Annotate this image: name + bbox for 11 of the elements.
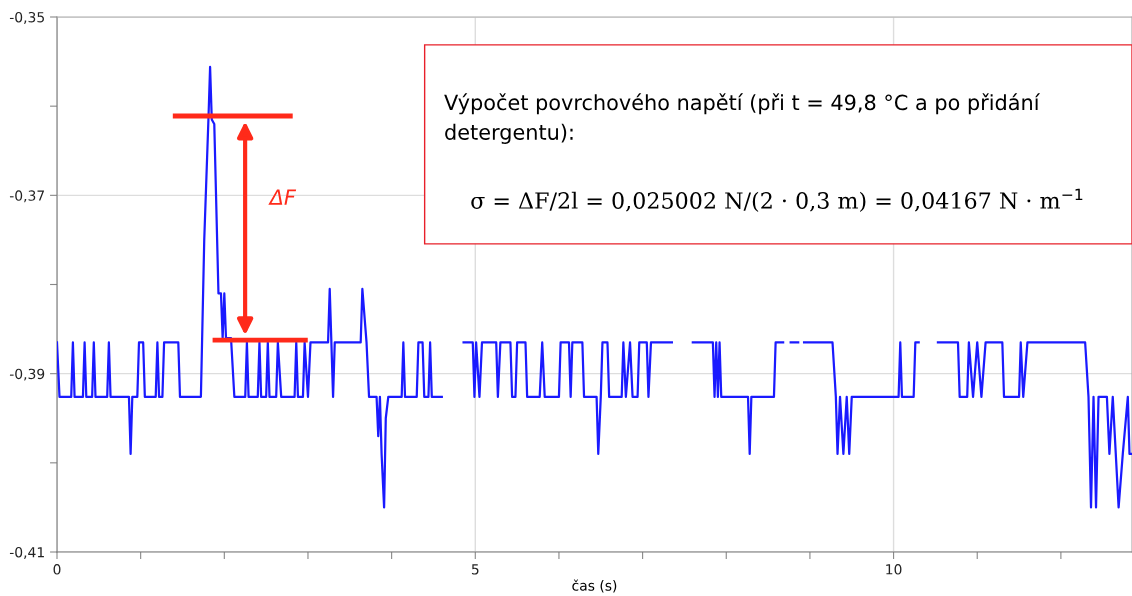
x-tick-label: 0 [53, 564, 61, 575]
y-tick-label: -0,39 [9, 368, 45, 381]
y-tick-label: -0,41 [9, 546, 44, 559]
y-tick-label: -0,37 [9, 190, 45, 203]
annotation: ΔF [268, 189, 297, 205]
annotation: σ = ΔF/2l = 0,025002 N/(2 · 0,3 m) = 0,04167 N · m$^{−1}$ [471, 188, 1083, 213]
y-tick-label: -0,35 [9, 11, 44, 24]
x-axis-title: čas (s) [572, 579, 617, 593]
x-tick-label: 5 [471, 564, 479, 575]
annotation: Výpočet povrchového napětí (při t = 49,8 °C a po přidání detergentu): [444, 93, 1041, 144]
x-tick-label: 10 [886, 564, 902, 575]
